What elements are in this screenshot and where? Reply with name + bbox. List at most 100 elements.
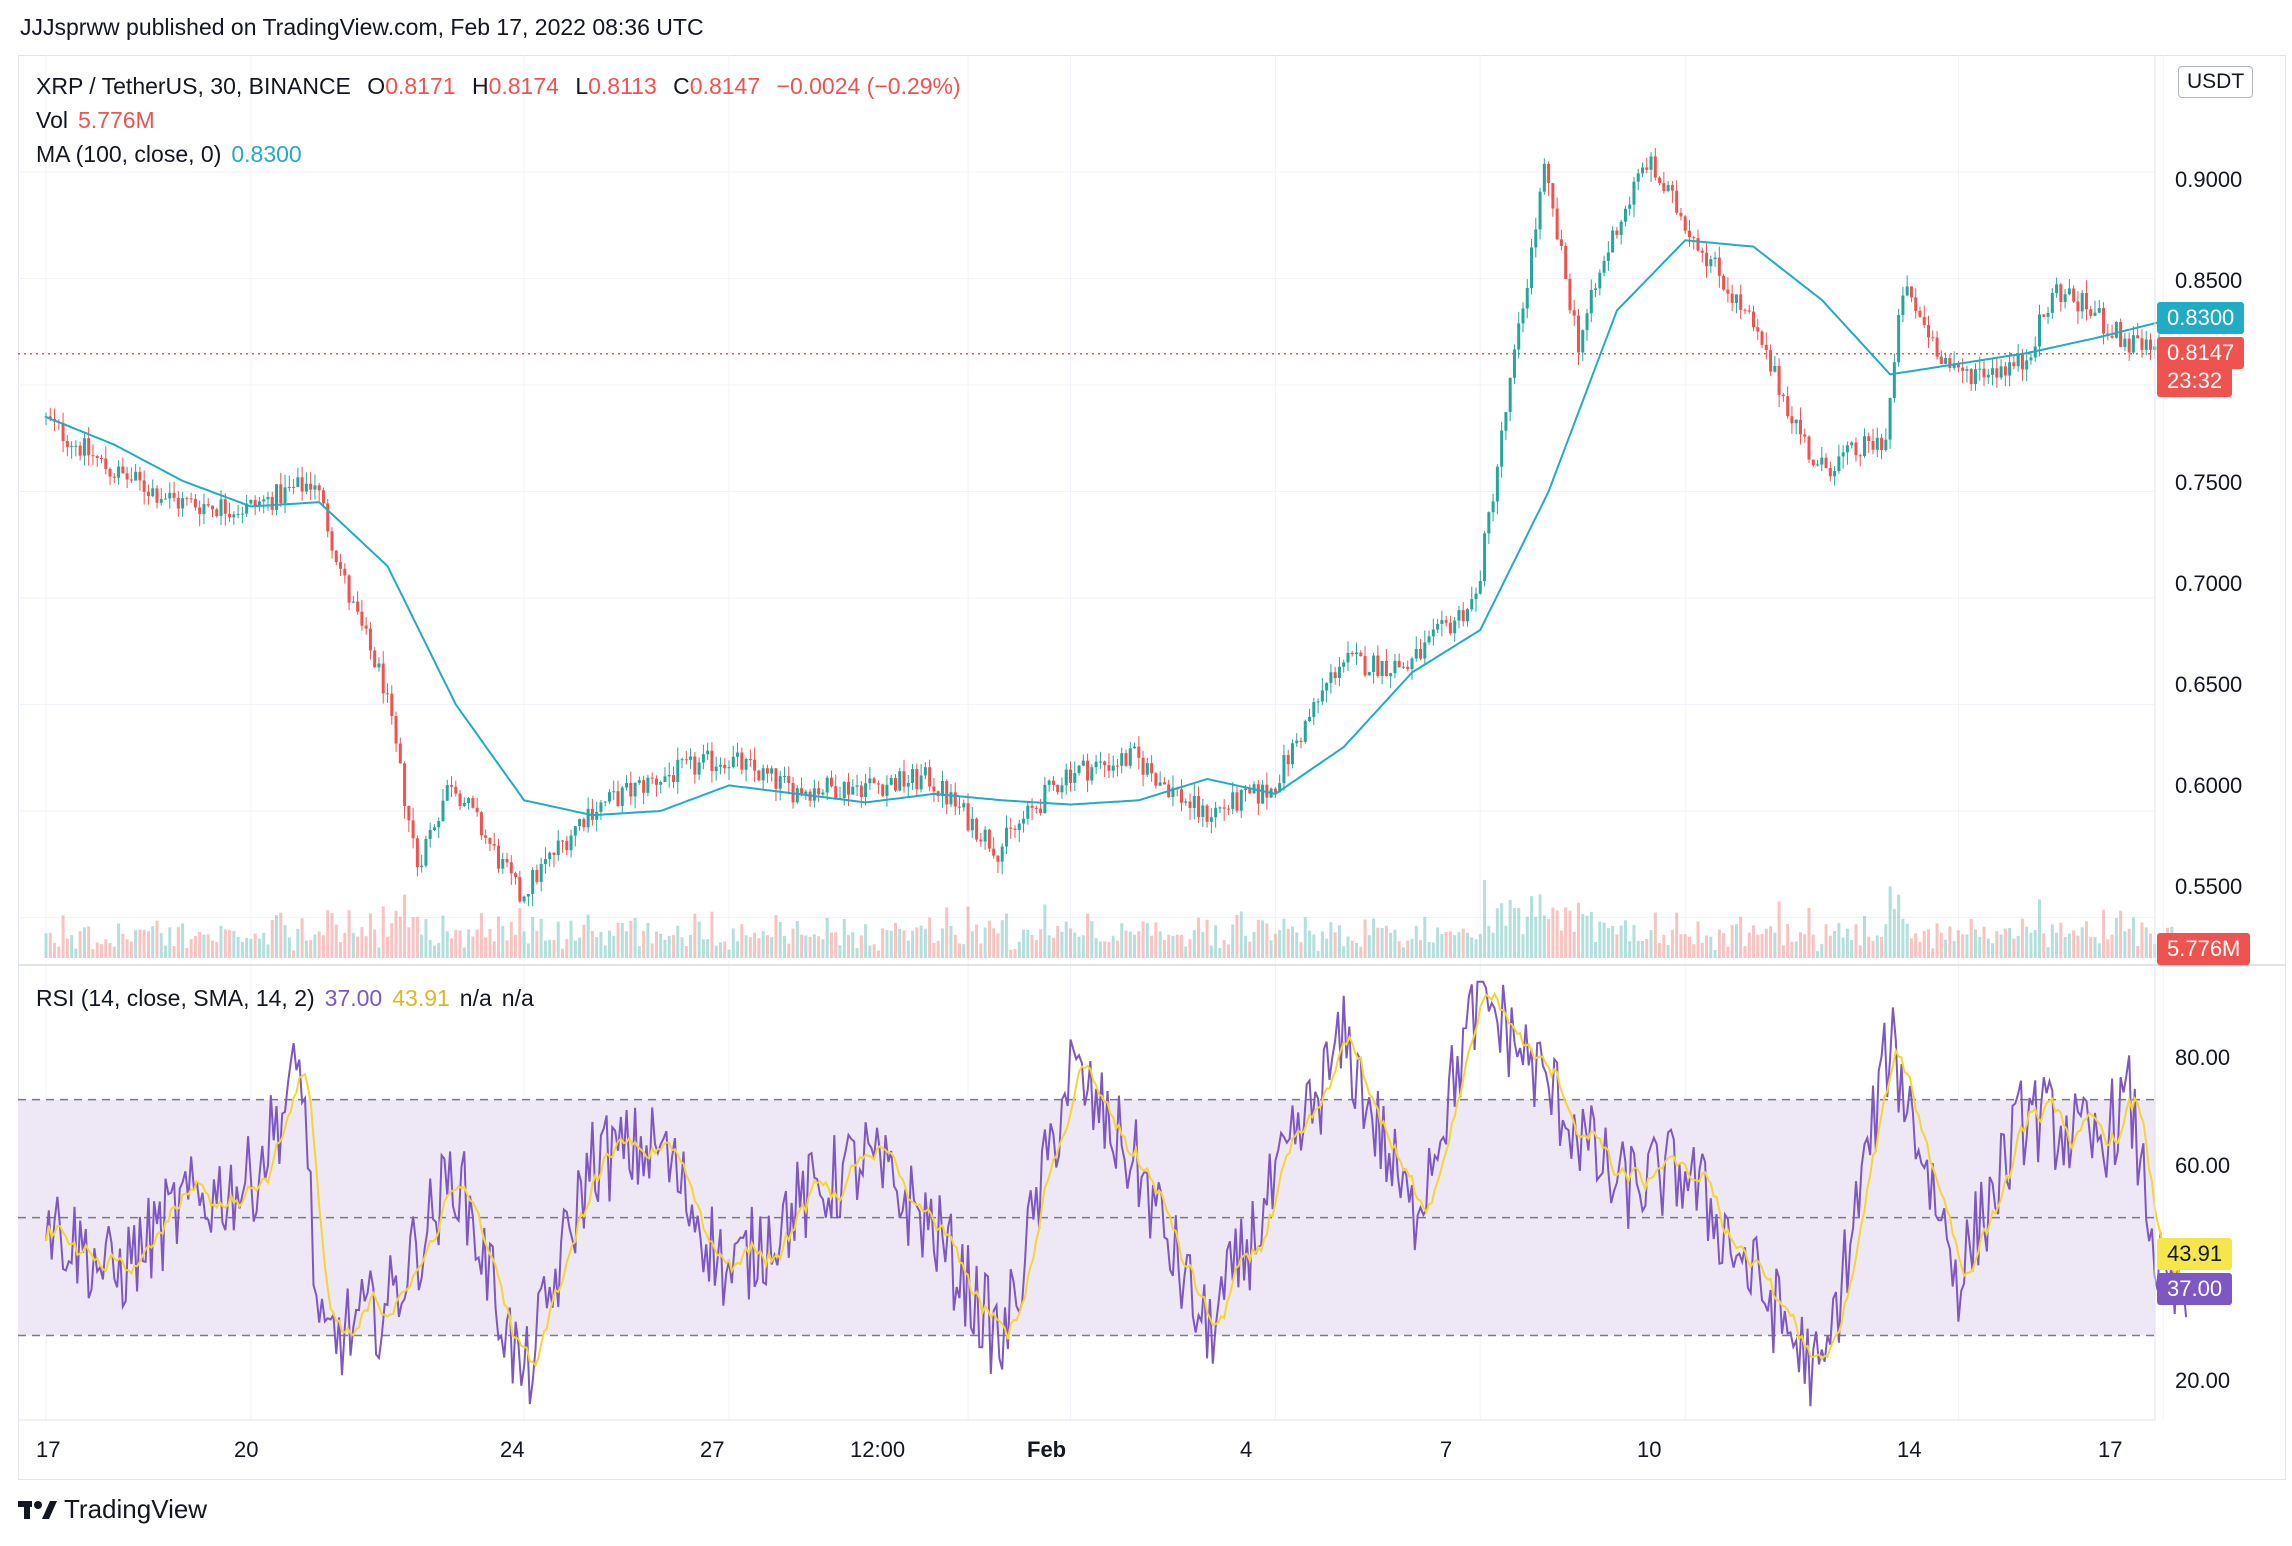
candle-body — [1927, 324, 1931, 338]
candle-body — [1944, 357, 1948, 364]
volume-bar — [829, 932, 833, 958]
candle-body — [723, 764, 727, 769]
volume-bar — [1483, 879, 1487, 958]
candle-body — [1107, 765, 1111, 771]
candle-body — [654, 778, 658, 785]
legend-volume[interactable]: Vol 5.776M — [36, 107, 155, 134]
volume-bar — [351, 932, 355, 958]
volume-bar — [906, 940, 910, 958]
volume-bar — [1722, 933, 1726, 958]
volume-bar — [578, 937, 582, 958]
candle-body — [454, 786, 458, 794]
candle-body — [1705, 252, 1709, 267]
volume-bar — [1034, 939, 1038, 958]
volume-bar — [535, 930, 539, 958]
candle-body — [855, 785, 859, 787]
candle-body — [373, 650, 377, 668]
volume-bar — [1201, 931, 1205, 958]
candle-body — [168, 492, 172, 499]
candle-body — [1589, 289, 1593, 314]
candle-body — [339, 562, 343, 569]
volume-bar — [61, 915, 65, 958]
candle-body — [445, 785, 449, 801]
ma-marker: 0.8300 — [2157, 302, 2245, 334]
rsi-axis-label: 60.00 — [2175, 1153, 2231, 1178]
volume-bar — [2119, 910, 2123, 958]
price-axis-label: 0.7500 — [2175, 470, 2243, 495]
volume-bar — [1308, 930, 1312, 958]
volume-bar — [1350, 940, 1354, 958]
candle-body — [1670, 185, 1674, 191]
candle-body — [317, 485, 321, 491]
candle-body — [945, 781, 949, 805]
volume-bar — [693, 913, 697, 958]
candle-body — [1419, 648, 1423, 659]
volume-bar — [475, 929, 479, 958]
candle-body — [1978, 368, 1982, 370]
volume-bar — [2025, 926, 2029, 958]
symbol-label[interactable]: XRP / TetherUS, 30, BINANCE — [36, 73, 351, 99]
volume-bar — [825, 917, 829, 958]
candles — [44, 147, 2187, 907]
candle-body — [262, 499, 266, 502]
volume-bar — [1696, 921, 1700, 958]
volume-bar — [1465, 932, 1469, 958]
candle-body — [1773, 365, 1777, 372]
volume-bar — [1632, 925, 1636, 958]
volume-bar — [1956, 930, 1960, 958]
low-value: 0.8113 — [588, 73, 657, 99]
volume-bar — [1687, 936, 1691, 958]
candle-body — [1444, 620, 1448, 623]
candle-body — [992, 848, 996, 856]
candle-body — [501, 859, 505, 869]
candle-body — [74, 445, 78, 447]
candle-body — [876, 783, 880, 785]
candle-body — [842, 781, 846, 799]
currency-button[interactable]: USDT — [2178, 66, 2254, 98]
volume-bar — [531, 917, 535, 958]
candle-body — [164, 498, 168, 500]
candle-body — [2050, 292, 2054, 313]
legend-rsi[interactable]: RSI (14, close, SMA, 14, 2) 37.00 43.91 n/a… — [36, 985, 534, 1012]
candle-body — [782, 776, 786, 778]
volume-bar — [548, 939, 552, 958]
volume-bar — [1909, 938, 1913, 958]
legend-ma[interactable]: MA (100, close, 0) 0.8300 — [36, 141, 302, 168]
volume-bar — [78, 931, 82, 958]
candle-body — [2131, 335, 2135, 353]
tradingview-logo[interactable]: TradingView — [18, 1494, 207, 1525]
volume-bar — [706, 939, 710, 958]
volume-bar — [1414, 925, 1418, 958]
candle-body — [121, 466, 125, 474]
volume-bar — [1734, 924, 1738, 958]
candle-body — [765, 768, 769, 774]
legend-ohlc[interactable]: XRP / TetherUS, 30, BINANCE O0.8171 H0.8… — [36, 73, 961, 100]
volume-bar — [616, 922, 620, 958]
volume-bar — [1841, 937, 1845, 958]
volume-bar — [1056, 925, 1060, 958]
volume-bar — [1662, 934, 1666, 958]
volume-bar — [121, 933, 125, 958]
candle-body — [949, 792, 953, 805]
volume-bar — [842, 919, 846, 958]
volume-bar — [659, 933, 663, 958]
volume-bar — [646, 922, 650, 958]
candle-body — [437, 821, 441, 828]
volume-bar — [398, 916, 402, 958]
volume-bar — [82, 927, 86, 958]
volume-bar — [1658, 943, 1662, 958]
candle-body — [629, 783, 633, 797]
volume-bar — [1188, 939, 1192, 958]
volume-bar — [1295, 932, 1299, 958]
volume-bar — [1833, 931, 1837, 958]
candle-body — [368, 628, 372, 651]
volume-bar — [1944, 939, 1948, 958]
candle-body — [919, 775, 923, 790]
candle-body — [1367, 672, 1371, 676]
volume-bar — [1478, 933, 1482, 958]
candle-body — [1393, 660, 1397, 674]
volume-bar — [1628, 941, 1632, 958]
candle-body — [1862, 436, 1866, 456]
candle-body — [185, 498, 189, 500]
